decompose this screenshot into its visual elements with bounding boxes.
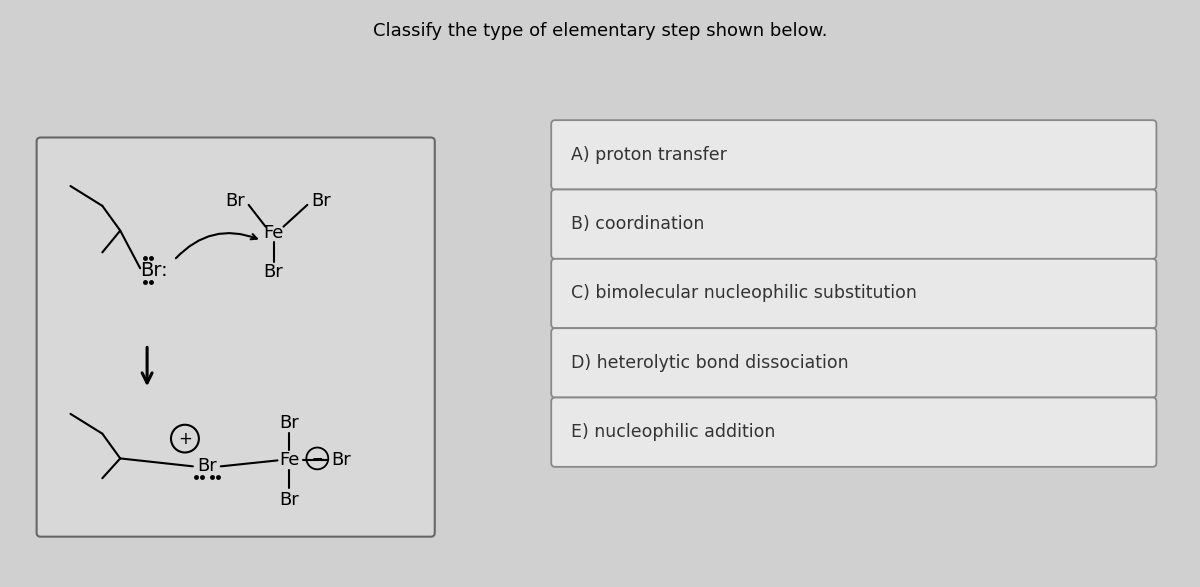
Text: −: −: [312, 451, 323, 465]
Text: Br: Br: [312, 192, 331, 210]
Text: Fe: Fe: [263, 224, 283, 242]
Text: Br: Br: [331, 451, 352, 470]
Text: D) heterolytic bond dissociation: D) heterolytic bond dissociation: [571, 354, 848, 372]
Text: B) coordination: B) coordination: [571, 215, 704, 233]
Text: Br: Br: [280, 414, 299, 432]
FancyBboxPatch shape: [37, 137, 434, 537]
Text: C) bimolecular nucleophilic substitution: C) bimolecular nucleophilic substitution: [571, 285, 917, 302]
Text: Br:: Br:: [140, 261, 168, 280]
Text: E) nucleophilic addition: E) nucleophilic addition: [571, 423, 775, 441]
Text: Fe: Fe: [280, 451, 300, 470]
Text: A) proton transfer: A) proton transfer: [571, 146, 727, 164]
Text: +: +: [178, 430, 192, 448]
FancyBboxPatch shape: [551, 328, 1157, 397]
FancyBboxPatch shape: [551, 190, 1157, 259]
Text: Br: Br: [264, 263, 283, 281]
Text: Br: Br: [224, 192, 245, 210]
FancyBboxPatch shape: [551, 259, 1157, 328]
FancyBboxPatch shape: [551, 397, 1157, 467]
Text: Br: Br: [280, 491, 299, 509]
Text: Br: Br: [197, 457, 217, 475]
FancyBboxPatch shape: [551, 120, 1157, 190]
Text: Classify the type of elementary step shown below.: Classify the type of elementary step sho…: [373, 22, 827, 39]
